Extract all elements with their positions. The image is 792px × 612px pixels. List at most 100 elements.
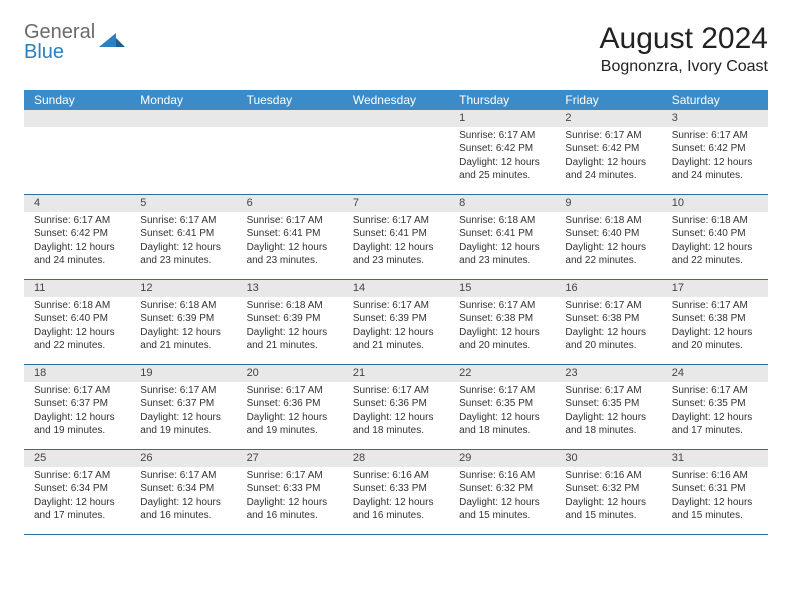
day-cell: 19Sunrise: 6:17 AMSunset: 6:37 PMDayligh…: [130, 365, 236, 449]
sunrise-line: Sunrise: 6:17 AM: [672, 129, 762, 143]
daylight-line: Daylight: 12 hours and 18 minutes.: [459, 411, 549, 438]
day-cell: 9Sunrise: 6:18 AMSunset: 6:40 PMDaylight…: [555, 195, 661, 279]
day-number: 30: [555, 450, 661, 467]
sunset-line: Sunset: 6:35 PM: [565, 397, 655, 411]
day-number-empty: [343, 110, 449, 127]
sunrise-line: Sunrise: 6:17 AM: [565, 129, 655, 143]
day-number: 16: [555, 280, 661, 297]
daylight-line: Daylight: 12 hours and 22 minutes.: [34, 326, 124, 353]
sunset-line: Sunset: 6:33 PM: [247, 482, 337, 496]
sunset-line: Sunset: 6:41 PM: [247, 227, 337, 241]
day-number: 18: [24, 365, 130, 382]
day-number: 12: [130, 280, 236, 297]
sunset-line: Sunset: 6:42 PM: [565, 142, 655, 156]
sunrise-line: Sunrise: 6:17 AM: [353, 384, 443, 398]
day-cell: [343, 110, 449, 194]
day-number: 15: [449, 280, 555, 297]
day-cell: 27Sunrise: 6:17 AMSunset: 6:33 PMDayligh…: [237, 450, 343, 534]
location-label: Bognonzra, Ivory Coast: [600, 58, 768, 76]
logo-word-blue: Blue: [24, 41, 64, 63]
day-cell: 10Sunrise: 6:18 AMSunset: 6:40 PMDayligh…: [662, 195, 768, 279]
day-number: 19: [130, 365, 236, 382]
sunset-line: Sunset: 6:40 PM: [565, 227, 655, 241]
daylight-line: Daylight: 12 hours and 19 minutes.: [247, 411, 337, 438]
logo-mark-icon: [99, 29, 125, 54]
day-number: 26: [130, 450, 236, 467]
sunrise-line: Sunrise: 6:18 AM: [672, 214, 762, 228]
daylight-line: Daylight: 12 hours and 23 minutes.: [353, 241, 443, 268]
day-cell: 23Sunrise: 6:17 AMSunset: 6:35 PMDayligh…: [555, 365, 661, 449]
sunrise-line: Sunrise: 6:16 AM: [459, 469, 549, 483]
day-number: 8: [449, 195, 555, 212]
day-number: 29: [449, 450, 555, 467]
day-number: 11: [24, 280, 130, 297]
day-cell: 13Sunrise: 6:18 AMSunset: 6:39 PMDayligh…: [237, 280, 343, 364]
day-cell: 24Sunrise: 6:17 AMSunset: 6:35 PMDayligh…: [662, 365, 768, 449]
day-number: 25: [24, 450, 130, 467]
daylight-line: Daylight: 12 hours and 24 minutes.: [672, 156, 762, 183]
day-number: 13: [237, 280, 343, 297]
logo-text: General Blue: [24, 22, 95, 62]
day-cell: 21Sunrise: 6:17 AMSunset: 6:36 PMDayligh…: [343, 365, 449, 449]
sunset-line: Sunset: 6:31 PM: [672, 482, 762, 496]
sunset-line: Sunset: 6:41 PM: [140, 227, 230, 241]
day-cell: 3Sunrise: 6:17 AMSunset: 6:42 PMDaylight…: [662, 110, 768, 194]
daylight-line: Daylight: 12 hours and 16 minutes.: [140, 496, 230, 523]
day-number-empty: [130, 110, 236, 127]
week-row: 1Sunrise: 6:17 AMSunset: 6:42 PMDaylight…: [24, 110, 768, 195]
day-cell: 11Sunrise: 6:18 AMSunset: 6:40 PMDayligh…: [24, 280, 130, 364]
day-cell: 30Sunrise: 6:16 AMSunset: 6:32 PMDayligh…: [555, 450, 661, 534]
day-cell: 15Sunrise: 6:17 AMSunset: 6:38 PMDayligh…: [449, 280, 555, 364]
sunrise-line: Sunrise: 6:17 AM: [459, 384, 549, 398]
logo-word-general: General: [24, 21, 95, 43]
day-cell: 26Sunrise: 6:17 AMSunset: 6:34 PMDayligh…: [130, 450, 236, 534]
daylight-line: Daylight: 12 hours and 20 minutes.: [672, 326, 762, 353]
day-number: 4: [24, 195, 130, 212]
sunset-line: Sunset: 6:37 PM: [140, 397, 230, 411]
sunrise-line: Sunrise: 6:16 AM: [353, 469, 443, 483]
sunrise-line: Sunrise: 6:17 AM: [34, 469, 124, 483]
day-number: 2: [555, 110, 661, 127]
week-row: 25Sunrise: 6:17 AMSunset: 6:34 PMDayligh…: [24, 450, 768, 535]
sunrise-line: Sunrise: 6:18 AM: [140, 299, 230, 313]
month-title: August 2024: [600, 22, 768, 56]
sunset-line: Sunset: 6:35 PM: [459, 397, 549, 411]
sunrise-line: Sunrise: 6:16 AM: [672, 469, 762, 483]
day-cell: 31Sunrise: 6:16 AMSunset: 6:31 PMDayligh…: [662, 450, 768, 534]
daylight-line: Daylight: 12 hours and 17 minutes.: [672, 411, 762, 438]
sunset-line: Sunset: 6:42 PM: [34, 227, 124, 241]
day-number: 22: [449, 365, 555, 382]
daylight-line: Daylight: 12 hours and 23 minutes.: [247, 241, 337, 268]
page-header: General Blue August 2024 Bognonzra, Ivor…: [24, 22, 768, 76]
sunrise-line: Sunrise: 6:17 AM: [353, 299, 443, 313]
daylight-line: Daylight: 12 hours and 24 minutes.: [565, 156, 655, 183]
day-cell: [237, 110, 343, 194]
sunrise-line: Sunrise: 6:18 AM: [34, 299, 124, 313]
daylight-line: Daylight: 12 hours and 18 minutes.: [353, 411, 443, 438]
day-number: 10: [662, 195, 768, 212]
weekday-header: Friday: [555, 90, 661, 110]
sunset-line: Sunset: 6:41 PM: [459, 227, 549, 241]
sunrise-line: Sunrise: 6:17 AM: [140, 384, 230, 398]
sunset-line: Sunset: 6:38 PM: [672, 312, 762, 326]
sunset-line: Sunset: 6:37 PM: [34, 397, 124, 411]
day-number: 27: [237, 450, 343, 467]
sunrise-line: Sunrise: 6:17 AM: [247, 214, 337, 228]
sunset-line: Sunset: 6:33 PM: [353, 482, 443, 496]
logo: General Blue: [24, 22, 125, 62]
day-cell: 5Sunrise: 6:17 AMSunset: 6:41 PMDaylight…: [130, 195, 236, 279]
day-number: 17: [662, 280, 768, 297]
day-number-empty: [237, 110, 343, 127]
daylight-line: Daylight: 12 hours and 21 minutes.: [353, 326, 443, 353]
sunset-line: Sunset: 6:39 PM: [247, 312, 337, 326]
sunset-line: Sunset: 6:35 PM: [672, 397, 762, 411]
calendar-grid: SundayMondayTuesdayWednesdayThursdayFrid…: [24, 90, 768, 535]
sunset-line: Sunset: 6:38 PM: [459, 312, 549, 326]
day-number: 7: [343, 195, 449, 212]
sunrise-line: Sunrise: 6:18 AM: [459, 214, 549, 228]
day-cell: 29Sunrise: 6:16 AMSunset: 6:32 PMDayligh…: [449, 450, 555, 534]
sunrise-line: Sunrise: 6:17 AM: [140, 469, 230, 483]
day-cell: 25Sunrise: 6:17 AMSunset: 6:34 PMDayligh…: [24, 450, 130, 534]
weekday-header: Tuesday: [237, 90, 343, 110]
day-cell: 14Sunrise: 6:17 AMSunset: 6:39 PMDayligh…: [343, 280, 449, 364]
